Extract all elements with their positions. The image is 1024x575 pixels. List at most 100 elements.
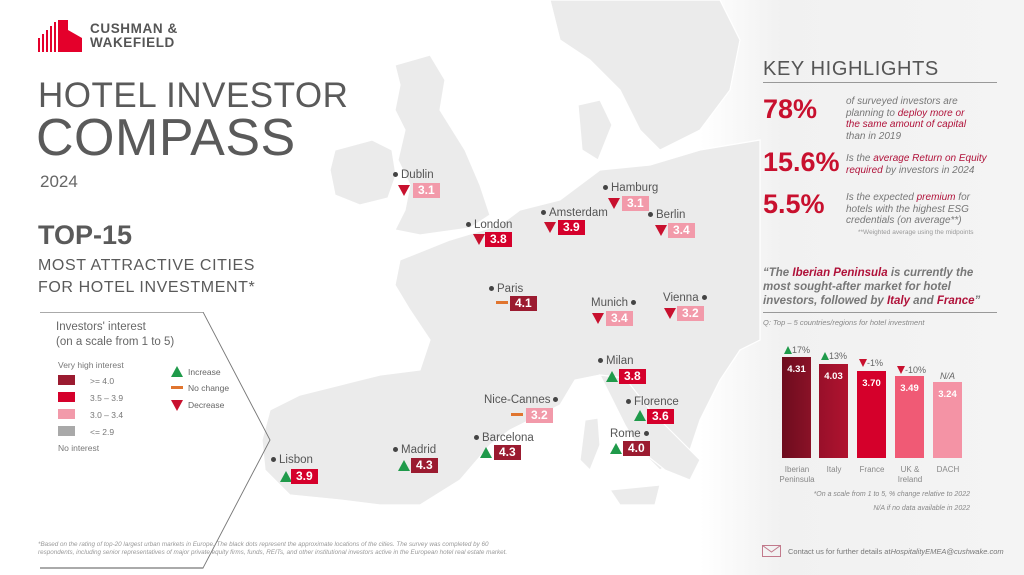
category-line: France (859, 465, 885, 474)
subheading-line-1: MOST ATTRACTIVE CITIES (38, 257, 256, 274)
city-dot (648, 212, 653, 218)
chart-note: *On a scale from 1 to 5, % change relati… (813, 491, 970, 498)
text-span: “The (763, 267, 793, 279)
city-label-amsterdam: Amsterdam (538, 207, 608, 219)
triangle-up-icon (280, 471, 292, 482)
bar-value: 4.31 (787, 364, 806, 375)
category-line: Peninsula (779, 475, 815, 484)
text-span: for (955, 192, 970, 203)
city-score-badge: 3.1 (413, 183, 440, 198)
bar-category: Italy (811, 465, 857, 475)
highlight-text: Is the average Return on Equity required… (846, 153, 987, 176)
city-label-rome: Rome (610, 428, 652, 440)
triangle-down-icon (897, 366, 905, 374)
contact-email-link[interactable]: HospitalityEMEA@cushwake.com (890, 546, 1004, 556)
city-label-london: London (463, 219, 512, 231)
dash-icon (511, 413, 523, 416)
legend-scale-label: <= 2.9 (90, 427, 115, 437)
city-label-paris: Paris (486, 283, 523, 295)
change-value: 13% (829, 351, 848, 361)
city-score-badge: 4.3 (411, 458, 438, 473)
city-name: Munich (591, 297, 629, 309)
city-dot (393, 447, 398, 453)
text-highlight: premium (916, 192, 956, 203)
bar-iberian-peninsula (782, 357, 811, 458)
change-value: -1% (867, 358, 884, 368)
report-year: 2024 (40, 172, 78, 191)
quote: “The Iberian Peninsula is currently the … (763, 266, 1003, 308)
triangle-up-icon (821, 352, 829, 360)
city-score-badge: 3.8 (619, 369, 646, 384)
city-score-badge: 3.1 (622, 196, 649, 211)
logo-line-2: WAKEFIELD (90, 35, 175, 50)
city-label-milan: Milan (595, 355, 633, 367)
triangle-up-icon (784, 346, 792, 354)
legend-title-line-2: (on a scale from 1 to 5) (56, 336, 175, 348)
dash-icon (496, 301, 508, 304)
city-score-badge: 4.3 (494, 445, 521, 460)
city-dot (701, 295, 707, 301)
highlight-text-line: required by investors in 2024 (846, 165, 987, 177)
city-dot (489, 286, 494, 292)
bar-change: -10% (897, 365, 926, 375)
city-score-badge: 3.8 (485, 232, 512, 247)
city-dot (626, 399, 631, 405)
change-value: -10% (905, 365, 927, 375)
legend-scale-label: 3.0 – 3.4 (90, 410, 124, 420)
legend-swatch-very-high (58, 375, 75, 385)
city-score-badge: 4.1 (510, 296, 537, 311)
city-dot (466, 222, 471, 228)
bar-change: -1% (859, 358, 883, 368)
city-score-badge: 3.2 (526, 408, 553, 423)
text-span: planning to (846, 107, 898, 119)
city-name: London (474, 219, 513, 231)
dash-icon (171, 386, 183, 389)
contact-text: Contact us for further details at (788, 546, 891, 556)
city-dot (643, 431, 649, 437)
bar-change: 13% (821, 351, 847, 361)
city-name: Amsterdam (549, 207, 608, 219)
envelope-icon (762, 545, 781, 557)
city-dot (631, 300, 637, 306)
triangle-up-icon (634, 410, 646, 421)
bar-dach (933, 382, 962, 458)
city-name: Vienna (663, 292, 699, 304)
legend-top-label: Very high interest (58, 360, 124, 370)
city-name: Lisbon (279, 454, 313, 466)
city-dot (541, 210, 546, 216)
city-name: Dublin (401, 169, 434, 181)
bar-uk-ireland (895, 376, 924, 458)
category-line: Italy (826, 465, 842, 474)
city-label-vienna: Vienna (663, 292, 710, 304)
city-name: Madrid (401, 444, 437, 456)
category-line: Iberian (784, 465, 810, 474)
city-score-badge: 3.9 (558, 220, 585, 235)
city-label-madrid: Madrid (390, 444, 436, 456)
city-dot (393, 172, 398, 178)
bar-value: 3.70 (862, 378, 881, 389)
triangle-down-icon (592, 313, 604, 324)
city-name: Florence (634, 396, 679, 408)
legend-trend-label: No change (188, 383, 230, 393)
text-highlight: required (846, 164, 883, 176)
key-highlights-title: KEY HIGHLIGHTS (763, 58, 939, 80)
text-span: is currently the most sought-after marke… (763, 267, 974, 307)
triangle-down-icon (608, 198, 620, 209)
highlight-text-line: the same amount of capital (846, 119, 967, 130)
bar-value: 3.49 (900, 383, 919, 394)
highlight-value: 78% (763, 94, 818, 124)
highlight-text-line: of surveyed investors are (846, 96, 958, 107)
city-score-badge: 3.9 (291, 469, 318, 484)
triangle-down-icon (655, 225, 667, 236)
legend-trend-label: Decrease (188, 400, 225, 410)
logo-line-1: CUSHMAN & (90, 21, 178, 36)
city-dot (598, 358, 603, 364)
city-name: Rome (610, 428, 641, 440)
text-highlight: average Return on Equity (873, 153, 987, 164)
triangle-up-icon (171, 366, 183, 377)
legend-scale-label: 3.5 – 3.9 (90, 393, 124, 403)
city-score-badge: 4.0 (623, 441, 650, 456)
city-label-munich: Munich (591, 297, 639, 309)
triangle-down-icon (664, 308, 676, 319)
city-name: Barcelona (482, 432, 534, 444)
